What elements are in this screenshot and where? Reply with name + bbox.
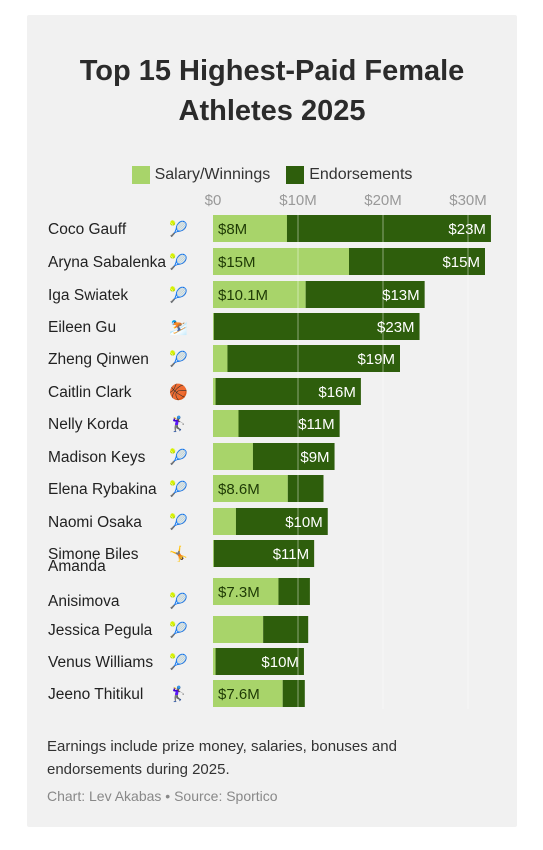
- chart-title: Top 15 Highest-Paid Female Athletes 2025: [27, 51, 517, 131]
- bar-salary-0: [213, 215, 287, 242]
- salary-data-label: $7.6M: [218, 686, 260, 703]
- sport-icon: 🎾: [169, 219, 188, 238]
- sport-icon: 🎾: [169, 252, 188, 271]
- endorsements-data-label: $16M: [318, 384, 356, 401]
- category-label: Aryna Sabalenka: [48, 254, 166, 271]
- category-label: Madison Keys: [48, 449, 146, 466]
- bar-salary-10: [213, 540, 214, 567]
- bar-endorsements-12: [263, 616, 309, 643]
- bar-endorsements-0: [286, 215, 491, 242]
- endorsements-data-label: $9M: [300, 449, 329, 466]
- bar-endorsements-1: [349, 248, 485, 275]
- bar-endorsements-10: [213, 540, 315, 567]
- bar-endorsements-3: [213, 313, 420, 340]
- salary-data-label: $8M: [218, 221, 247, 238]
- endorsements-data-label: $19M: [357, 351, 395, 368]
- bar-endorsements-11: [278, 578, 310, 605]
- endorsements-data-label: $11M: [298, 416, 334, 433]
- sport-icon: 🎾: [169, 591, 188, 610]
- bar-endorsements-8: [287, 475, 324, 502]
- bar-salary-13: [213, 648, 216, 675]
- legend-label-salary: Salary/Winnings: [154, 166, 271, 183]
- endorsements-data-label: $15M: [442, 254, 480, 271]
- category-label: Jeeno Thitikul: [48, 686, 143, 703]
- title-line-2: Athletes 2025: [178, 95, 366, 127]
- x-tick-label: $30M: [449, 192, 487, 209]
- category-label: Caitlin Clark: [48, 384, 132, 401]
- sport-icon: 🎾: [169, 620, 188, 639]
- legend-item-salary: Salary/Winnings: [131, 166, 271, 184]
- legend: Salary/Winnings Endorsements: [27, 166, 517, 184]
- salary-data-label: $15M: [218, 254, 256, 271]
- sport-icon: 🎾: [169, 447, 188, 466]
- bar-salary-4: [213, 345, 228, 372]
- category-label: Coco Gauff: [48, 221, 127, 238]
- category-label: Amanda: [48, 558, 106, 575]
- endorsements-data-label: $10M: [285, 514, 323, 531]
- category-label: Eileen Gu: [48, 319, 116, 336]
- bar-endorsements-13: [215, 648, 304, 675]
- sport-icon: ⛷️: [169, 319, 188, 336]
- bar-endorsements-4: [227, 345, 400, 372]
- sport-icon: 🎾: [169, 285, 188, 304]
- bar-salary-7: [213, 443, 253, 470]
- bar-salary-12: [213, 616, 264, 643]
- category-label: Venus Williams: [48, 654, 153, 671]
- endorsements-data-label: $23M: [448, 221, 486, 238]
- bar-salary-8: [213, 475, 288, 502]
- legend-swatch-salary: [131, 166, 150, 184]
- chart-note: Earnings include prize money, salaries, …: [47, 738, 397, 778]
- sport-icon: 🏌️‍♀️: [169, 415, 188, 433]
- salary-data-label: $7.3M: [218, 584, 260, 601]
- bar-endorsements-7: [252, 443, 335, 470]
- category-label: Anisimova: [48, 593, 120, 610]
- sport-icon: 🎾: [169, 479, 188, 498]
- category-label: Iga Swiatek: [48, 287, 128, 304]
- bar-salary-9: [213, 508, 236, 535]
- sport-icon: 🏌️‍♀️: [169, 685, 188, 703]
- category-label: Elena Rybakina: [48, 481, 157, 498]
- bar-salary-14: [213, 680, 283, 707]
- endorsements-data-label: $23M: [377, 319, 415, 336]
- endorsements-data-label: $11M: [273, 546, 309, 563]
- chart-credit: Chart: Lev Akabas • Source: Sportico: [47, 788, 278, 804]
- legend-item-endorsements: Endorsements: [286, 166, 412, 184]
- bar-endorsements-9: [235, 508, 328, 535]
- legend-swatch-endorsements: [286, 166, 305, 184]
- category-label: Naomi Osaka: [48, 514, 142, 531]
- sport-icon: 🎾: [169, 652, 188, 671]
- x-tick-label: $0: [205, 192, 222, 209]
- title-line-1: Top 15 Highest-Paid Female: [79, 55, 465, 87]
- bar-salary-11: [213, 578, 279, 605]
- bar-salary-5: [213, 378, 216, 405]
- x-tick-label: $10M: [279, 192, 317, 209]
- category-label: Zheng Qinwen: [48, 351, 149, 368]
- bar-salary-3: [213, 313, 214, 340]
- sport-icon: 🎾: [169, 349, 188, 368]
- bar-salary-1: [213, 248, 349, 275]
- category-label: Simone Biles: [48, 546, 139, 563]
- legend-label-endorsements: Endorsements: [309, 166, 413, 183]
- x-tick-label: $20M: [364, 192, 402, 209]
- endorsements-data-label: $13M: [382, 287, 420, 304]
- salary-data-label: $10.1M: [218, 287, 268, 304]
- sport-icon: 🏀: [169, 382, 188, 402]
- bar-salary-2: [213, 281, 306, 308]
- bar-endorsements-6: [238, 410, 340, 437]
- sport-icon: 🤸: [169, 545, 188, 563]
- sport-icon: 🎾: [169, 512, 188, 531]
- bar-salary-6: [213, 410, 239, 437]
- category-label: Nelly Korda: [48, 416, 128, 433]
- bar-endorsements-14: [282, 680, 305, 707]
- endorsements-data-label: $10M: [261, 654, 299, 671]
- salary-data-label: $8.6M: [218, 481, 260, 498]
- bar-endorsements-5: [215, 378, 361, 405]
- bar-endorsements-2: [305, 281, 425, 308]
- category-label: Jessica Pegula: [48, 622, 153, 639]
